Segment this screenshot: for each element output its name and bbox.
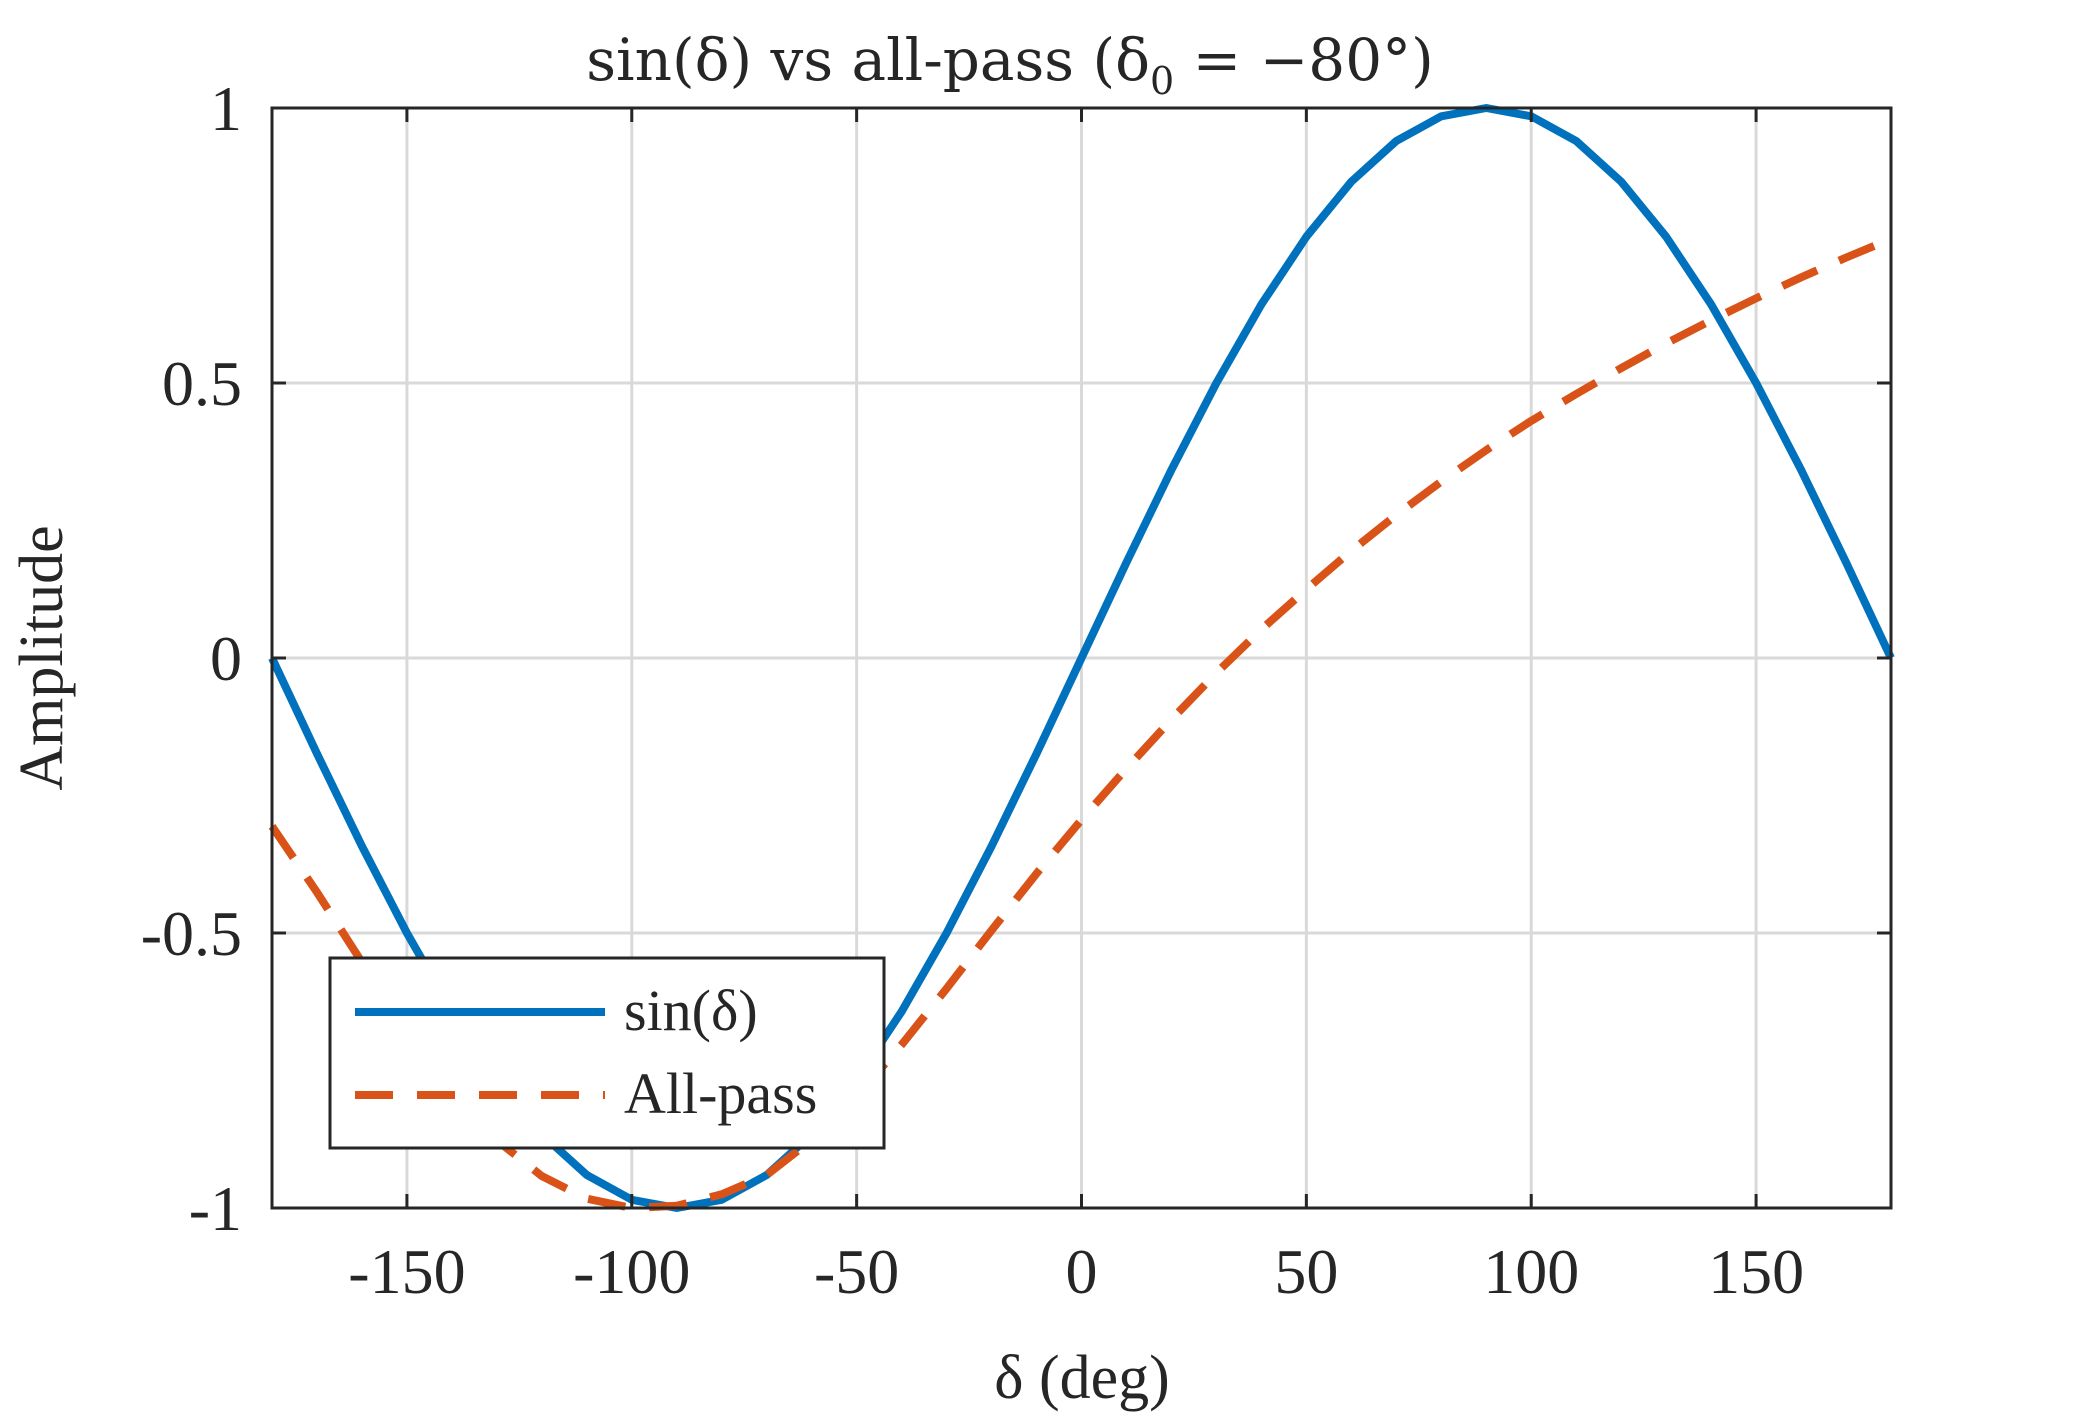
legend-label-sin: sin(δ) [624,978,758,1043]
y-tick-label: 1 [210,73,242,144]
x-axis-label: δ (deg) [994,1344,1170,1412]
legend-box [328,956,886,1150]
x-tick-label: -150 [348,1236,465,1307]
x-tick-label: 100 [1483,1236,1579,1307]
legend-label-allpass: All-pass [624,1061,817,1126]
y-tick-label: -1 [189,1173,242,1244]
chart-title: sin(δ) vs all-pass (δ0 = −80°) [586,26,1433,103]
y-tick-label: 0 [210,623,242,694]
x-tick-label: -100 [573,1236,690,1307]
y-tick-label: 0.5 [162,348,242,419]
x-tick-label: 50 [1274,1236,1338,1307]
y-axis-label: Amplitude [8,525,76,790]
y-tick-label: -0.5 [141,898,242,969]
x-tick-label: 150 [1708,1236,1804,1307]
x-tick-label: 0 [1066,1236,1098,1307]
series-line-allpass [268,235,1893,1212]
x-tick-label: -50 [814,1236,899,1307]
legend: sin(δ) All-pass [328,956,886,1150]
ticks: -150 -100 -50 0 50 100 150 -1 -0.5 0 0.5 1 [141,73,1891,1307]
